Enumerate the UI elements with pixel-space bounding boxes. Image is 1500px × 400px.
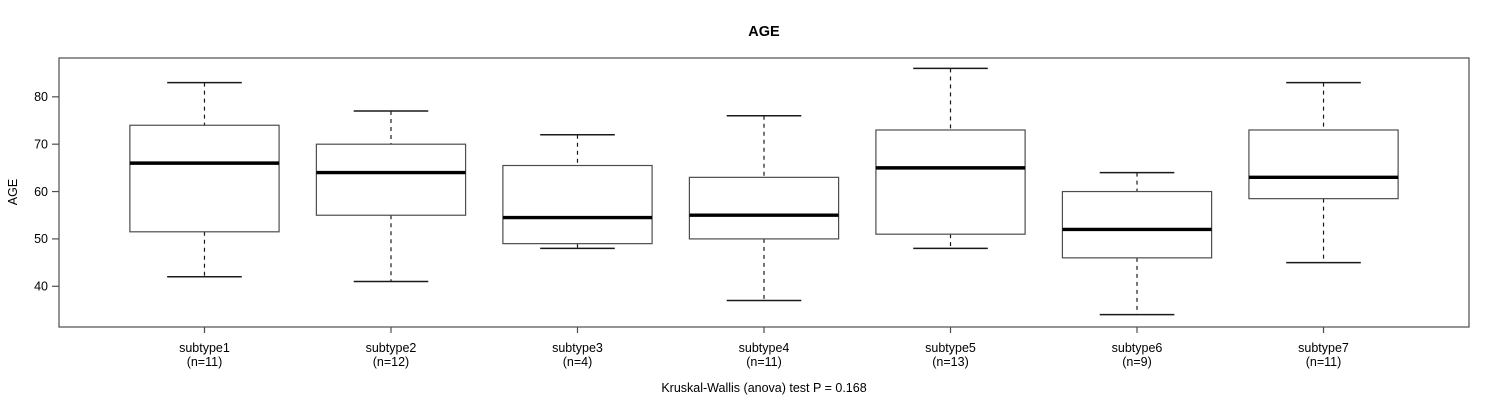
sample-size-label: (n=9) <box>1122 355 1152 369</box>
iqr-box <box>1248 129 1399 200</box>
sample-size-label: (n=11) <box>1306 355 1342 369</box>
chart-title: AGE <box>748 24 780 40</box>
sample-size-label: (n=12) <box>373 355 409 369</box>
box-group-subtype3: subtype3(n=4) <box>502 133 653 369</box>
iqr-box <box>1061 190 1213 259</box>
sample-size-label: (n=13) <box>932 355 968 369</box>
category-label: subtype2 <box>366 341 417 355</box>
y-tick-label: 50 <box>34 232 48 246</box>
category-label: subtype3 <box>552 341 603 355</box>
category-label: subtype1 <box>179 341 230 355</box>
box-group-subtype1: subtype1(n=11) <box>129 81 280 369</box>
sample-size-label: (n=4) <box>563 355 593 369</box>
y-tick-label: 60 <box>34 185 48 199</box>
stat-test-caption: Kruskal-Wallis (anova) test P = 0.168 <box>661 381 866 395</box>
y-tick-label: 70 <box>34 137 48 151</box>
iqr-box <box>129 124 280 233</box>
box-group-subtype6: subtype6(n=9) <box>1061 171 1213 369</box>
category-label: subtype7 <box>1298 341 1349 355</box>
plot-area: 4050607080subtype1(n=11)subtype2(n=12)su… <box>34 57 1470 369</box>
iqr-box <box>502 164 653 245</box>
category-label: subtype6 <box>1112 341 1163 355</box>
sample-size-label: (n=11) <box>746 355 782 369</box>
iqr-box <box>688 176 840 240</box>
box-group-subtype5: subtype5(n=13) <box>875 67 1026 369</box>
category-label: subtype5 <box>925 341 976 355</box>
box-group-subtype7: subtype7(n=11) <box>1248 81 1399 369</box>
box-group-subtype2: subtype2(n=12) <box>315 110 467 369</box>
box-group-subtype4: subtype4(n=11) <box>688 115 840 369</box>
iqr-box <box>875 129 1026 235</box>
y-axis-title: AGE <box>6 179 20 205</box>
sample-size-label: (n=11) <box>187 355 223 369</box>
y-tick-label: 80 <box>34 90 48 104</box>
iqr-box <box>315 143 467 216</box>
y-tick-label: 40 <box>34 280 48 294</box>
category-label: subtype4 <box>739 341 790 355</box>
